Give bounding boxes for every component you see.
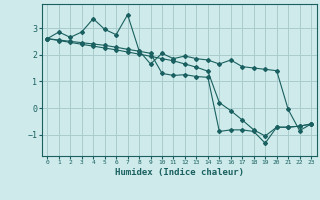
X-axis label: Humidex (Indice chaleur): Humidex (Indice chaleur) <box>115 168 244 177</box>
